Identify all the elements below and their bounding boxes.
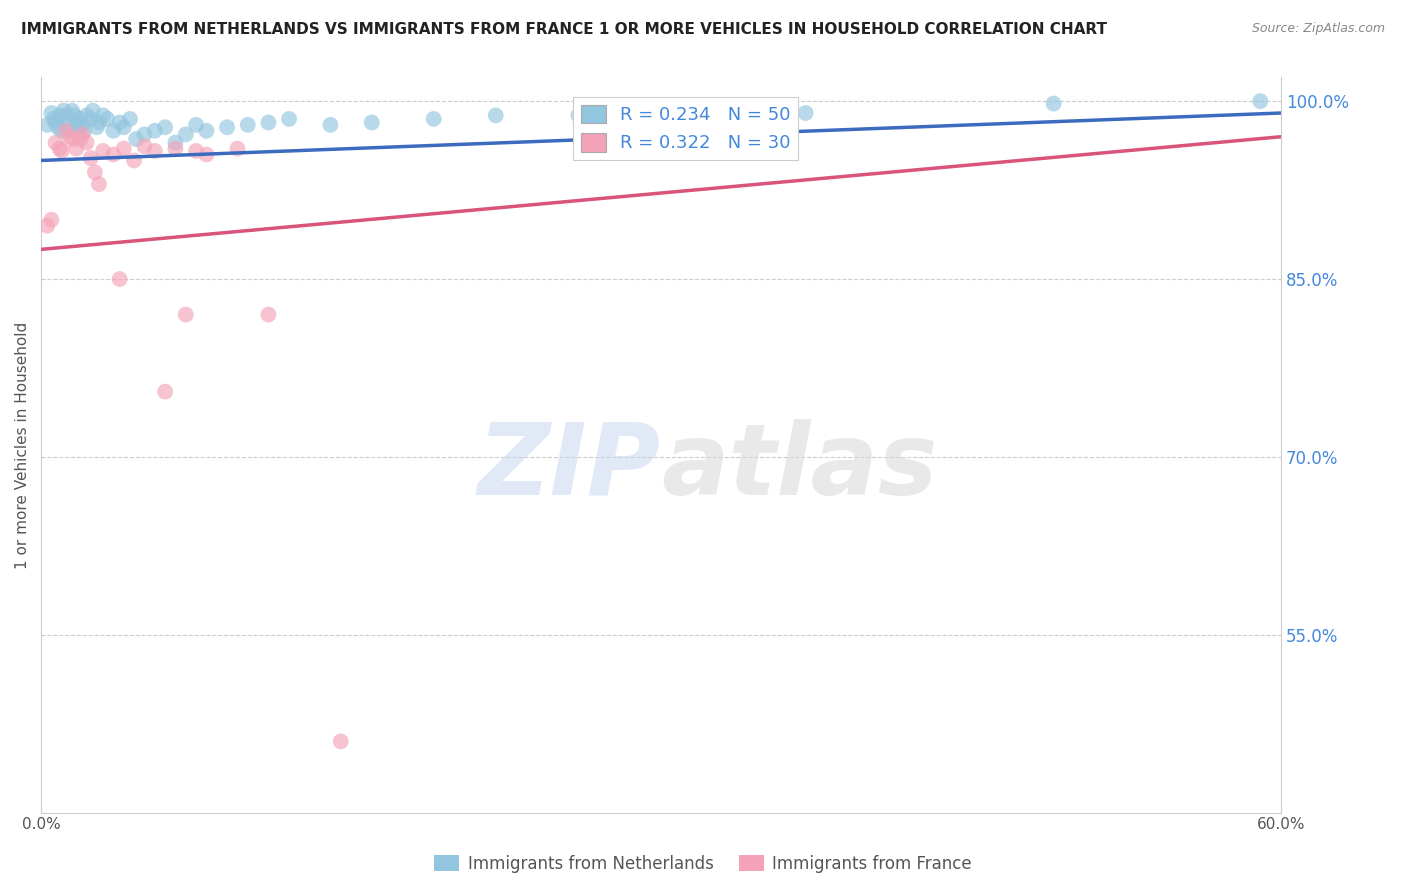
- Point: [195, 124, 218, 138]
- Point: [134, 139, 156, 153]
- Point: [52, 103, 75, 118]
- Point: [1249, 94, 1271, 108]
- Point: [143, 144, 166, 158]
- Point: [96, 112, 118, 126]
- Point: [103, 147, 125, 161]
- Point: [51, 124, 73, 138]
- Point: [55, 124, 77, 138]
- Point: [118, 112, 141, 126]
- Point: [257, 115, 280, 129]
- Point: [91, 144, 114, 158]
- Point: [184, 144, 207, 158]
- Point: [1042, 96, 1064, 111]
- Y-axis label: 1 or more Vehicles in Household: 1 or more Vehicles in Household: [15, 321, 30, 568]
- Point: [794, 106, 817, 120]
- Point: [485, 108, 508, 122]
- Point: [108, 115, 131, 129]
- Point: [80, 151, 103, 165]
- Point: [217, 120, 239, 135]
- Point: [236, 118, 259, 132]
- Point: [122, 153, 145, 168]
- Point: [86, 120, 108, 135]
- Point: [103, 124, 125, 138]
- Point: [48, 142, 70, 156]
- Point: [41, 106, 63, 120]
- Text: IMMIGRANTS FROM NETHERLANDS VS IMMIGRANTS FROM FRANCE 1 OR MORE VEHICLES IN HOUS: IMMIGRANTS FROM NETHERLANDS VS IMMIGRANT…: [21, 22, 1107, 37]
- Point: [60, 103, 83, 118]
- Point: [143, 124, 166, 138]
- Point: [42, 112, 65, 126]
- Point: [360, 115, 382, 129]
- Point: [69, 112, 91, 126]
- Point: [422, 112, 444, 126]
- Point: [45, 136, 67, 150]
- Point: [329, 734, 352, 748]
- Point: [76, 136, 98, 150]
- Point: [67, 120, 90, 135]
- Point: [56, 112, 79, 126]
- Point: [195, 147, 218, 161]
- Point: [153, 384, 176, 399]
- Point: [108, 272, 131, 286]
- Point: [174, 308, 197, 322]
- Point: [82, 103, 104, 118]
- Point: [73, 124, 96, 138]
- Point: [69, 132, 91, 146]
- Point: [91, 108, 114, 122]
- Point: [153, 120, 176, 135]
- Point: [319, 118, 342, 132]
- Point: [48, 108, 70, 122]
- Point: [41, 212, 63, 227]
- Point: [226, 142, 249, 156]
- Point: [165, 142, 187, 156]
- Point: [37, 219, 59, 233]
- Point: [125, 132, 148, 146]
- Point: [671, 106, 693, 120]
- Point: [184, 118, 207, 132]
- Text: atlas: atlas: [661, 418, 938, 516]
- Point: [112, 120, 135, 135]
- Point: [65, 115, 87, 129]
- Point: [59, 124, 82, 138]
- Point: [87, 177, 110, 191]
- Text: Source: ZipAtlas.com: Source: ZipAtlas.com: [1251, 22, 1385, 36]
- Point: [55, 108, 77, 122]
- Point: [63, 108, 86, 122]
- Point: [45, 115, 67, 129]
- Point: [83, 165, 105, 179]
- Point: [76, 108, 98, 122]
- Point: [51, 144, 73, 158]
- Legend: R = 0.234   N = 50, R = 0.322   N = 30: R = 0.234 N = 50, R = 0.322 N = 30: [574, 97, 799, 160]
- Point: [59, 129, 82, 144]
- Point: [165, 136, 187, 150]
- Text: ZIP: ZIP: [478, 418, 661, 516]
- Point: [567, 108, 589, 122]
- Point: [46, 120, 69, 135]
- Point: [80, 112, 103, 126]
- Point: [65, 142, 87, 156]
- Point: [87, 115, 110, 129]
- Point: [174, 128, 197, 142]
- Point: [278, 112, 301, 126]
- Point: [112, 142, 135, 156]
- Point: [72, 118, 94, 132]
- Point: [37, 118, 59, 132]
- Legend: Immigrants from Netherlands, Immigrants from France: Immigrants from Netherlands, Immigrants …: [427, 848, 979, 880]
- Point: [72, 128, 94, 142]
- Point: [134, 128, 156, 142]
- Point: [257, 308, 280, 322]
- Point: [60, 132, 83, 146]
